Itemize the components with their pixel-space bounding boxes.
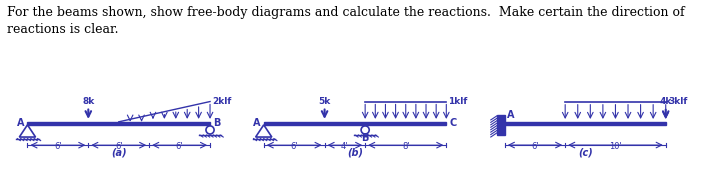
Text: A: A: [507, 110, 514, 120]
Text: 10': 10': [609, 142, 621, 151]
Text: 8': 8': [402, 142, 410, 151]
Bar: [27, 122, 210, 125]
Bar: [505, 122, 666, 125]
Text: 5k: 5k: [319, 97, 331, 106]
Text: 8k: 8k: [82, 97, 95, 106]
Text: (b): (b): [347, 147, 363, 157]
Text: For the beams shown, show free-body diagrams and calculate the reactions.  Make : For the beams shown, show free-body diag…: [7, 6, 684, 36]
Text: (c): (c): [578, 147, 593, 157]
Text: (a): (a): [111, 147, 127, 157]
Bar: [497, 115, 505, 135]
Text: A: A: [17, 118, 24, 128]
Text: B: B: [213, 118, 221, 128]
Text: 4k: 4k: [659, 97, 672, 106]
Text: 6': 6': [115, 142, 122, 151]
Text: A: A: [253, 118, 261, 128]
Text: 2klf: 2klf: [212, 97, 231, 106]
Text: 4': 4': [341, 142, 349, 151]
Bar: [263, 122, 446, 125]
Text: 1klf: 1klf: [448, 97, 468, 106]
Text: 6': 6': [531, 142, 539, 151]
Text: B: B: [362, 133, 369, 143]
Text: 6': 6': [54, 142, 62, 151]
Text: 6': 6': [291, 142, 298, 151]
Text: 3klf: 3klf: [669, 97, 688, 106]
Text: 6': 6': [176, 142, 183, 151]
Text: C: C: [450, 118, 457, 128]
